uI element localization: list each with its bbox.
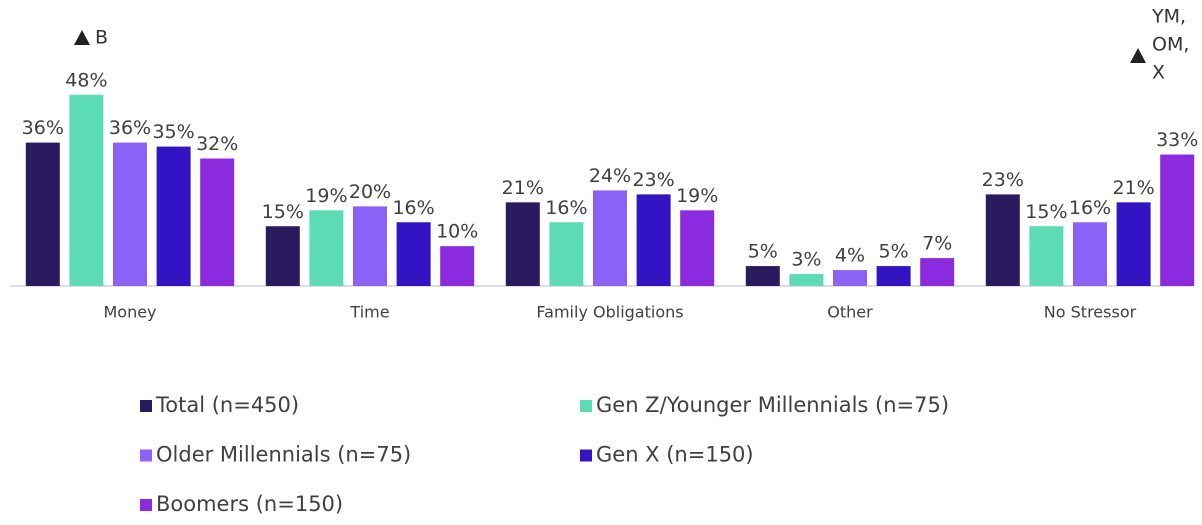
category-label: Money	[103, 303, 156, 322]
legend-swatch	[580, 400, 592, 412]
category-label: Other	[827, 303, 873, 322]
bar	[156, 146, 191, 286]
category-label: No Stressor	[1044, 303, 1137, 322]
legend-label: Boomers (n=150)	[156, 492, 343, 516]
legend-label: Gen X (n=150)	[596, 443, 754, 467]
value-label: 7%	[922, 233, 952, 255]
value-label: 16%	[545, 197, 587, 219]
bar	[113, 142, 147, 286]
legend-label: Older Millennials (n=75)	[156, 443, 411, 467]
value-label: 21%	[502, 177, 544, 199]
bar	[396, 222, 431, 286]
value-label: 20%	[349, 181, 391, 203]
bar	[1073, 222, 1107, 286]
bar	[593, 190, 627, 286]
bar	[876, 266, 911, 286]
bar	[985, 194, 1020, 286]
bar	[549, 222, 584, 286]
bar	[440, 246, 475, 286]
value-label: 5%	[748, 241, 778, 263]
value-label: 19%	[676, 185, 718, 207]
legend-swatch	[140, 499, 152, 511]
bar	[353, 206, 387, 286]
value-label: 32%	[196, 133, 238, 155]
value-label: 15%	[262, 201, 304, 223]
bar	[25, 142, 60, 286]
bar	[789, 274, 824, 286]
value-label: 10%	[436, 221, 478, 243]
value-label: 16%	[1069, 197, 1111, 219]
bar	[200, 158, 235, 286]
value-label: 3%	[791, 249, 821, 271]
category-label: Time	[349, 303, 389, 322]
bar	[1116, 202, 1151, 286]
legend-label: Gen Z/Younger Millennials (n=75)	[596, 393, 949, 417]
legend-label: Total (n=450)	[155, 393, 299, 417]
bar	[833, 270, 867, 286]
value-label: 36%	[22, 117, 64, 139]
bar	[920, 258, 955, 286]
bar	[1029, 226, 1064, 286]
bar	[745, 266, 780, 286]
value-label: 24%	[589, 165, 631, 187]
bar	[69, 94, 104, 286]
value-label: 35%	[152, 121, 194, 143]
value-label: 15%	[1025, 201, 1067, 223]
value-label: 21%	[1112, 177, 1154, 199]
value-label: 36%	[109, 117, 151, 139]
bar	[309, 210, 344, 286]
value-label: 5%	[879, 241, 909, 263]
bar	[1160, 154, 1195, 286]
legend-swatch	[580, 449, 592, 462]
annotation: B	[95, 27, 108, 49]
bar	[265, 226, 300, 286]
significance-marker	[1130, 48, 1146, 63]
bar	[505, 202, 540, 286]
value-label: 33%	[1156, 129, 1198, 151]
annotation: X	[1152, 62, 1165, 84]
bar	[636, 194, 671, 286]
legend-swatch	[140, 400, 152, 412]
bar	[680, 210, 715, 286]
value-label: 4%	[835, 245, 865, 267]
value-label: 23%	[632, 169, 674, 191]
value-label: 16%	[392, 197, 434, 219]
annotation: OM,	[1152, 34, 1189, 56]
value-label: 23%	[982, 169, 1024, 191]
value-label: 48%	[65, 69, 107, 91]
significance-marker	[74, 30, 90, 45]
value-label: 19%	[305, 185, 347, 207]
category-label: Family Obligations	[536, 303, 683, 322]
legend-swatch	[140, 449, 152, 462]
annotation: YM,	[1151, 6, 1186, 28]
